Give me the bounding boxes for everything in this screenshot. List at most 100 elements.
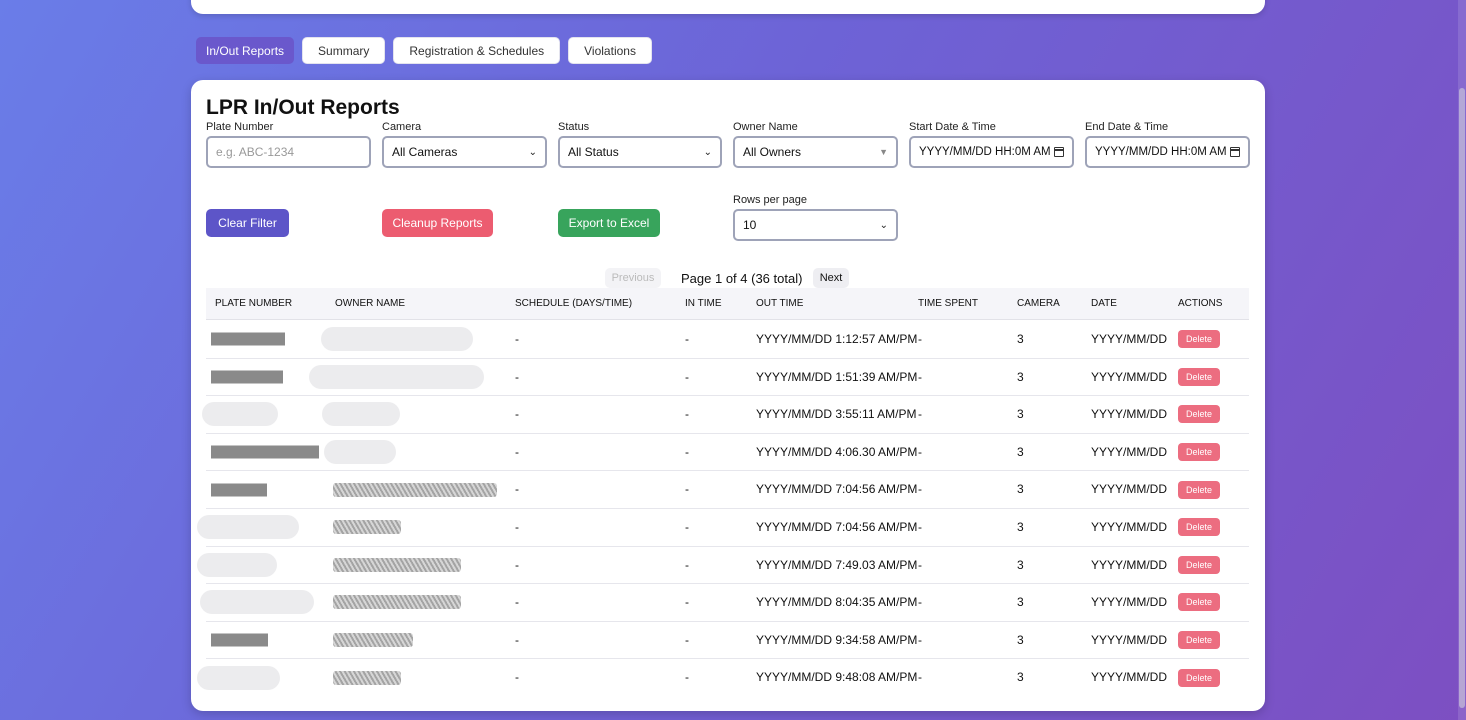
table-row: - - YYYY/MM/DD 7:04:56 AM/PM - 3 YYYY/MM… (197, 509, 1249, 547)
report-tabs: In/Out Reports Summary Registration & Sc… (196, 37, 660, 64)
delete-button[interactable]: Delete (1178, 405, 1220, 424)
cell-out-time: YYYY/MM/DD 7:49.03 AM/PM (756, 557, 918, 572)
table-row: - - YYYY/MM/DD 3:55:11 AM/PM - 3 YYYY/MM… (202, 396, 1249, 434)
delete-button[interactable]: Delete (1178, 518, 1220, 537)
redacted-plate (211, 483, 267, 497)
tab-in-out-reports[interactable]: In/Out Reports (196, 37, 295, 64)
delete-button[interactable]: Delete (1178, 669, 1220, 688)
delete-button[interactable]: Delete (1178, 593, 1220, 612)
cell-in-time: - (685, 632, 689, 647)
redacted-plate (202, 402, 278, 427)
delete-button[interactable]: Delete (1178, 555, 1220, 574)
cell-time-spent: - (918, 482, 922, 497)
cell-in-time: - (685, 557, 689, 572)
tab-summary[interactable]: Summary (302, 37, 386, 64)
delete-button[interactable]: Delete (1178, 330, 1220, 349)
cell-in-time: - (685, 369, 689, 384)
cell-schedule: - (515, 444, 519, 459)
table-header: PLATE NUMBER OWNER NAME SCHEDULE (DAYS/T… (206, 288, 1249, 320)
col-actions: ACTIONS (1178, 298, 1223, 309)
delete-button[interactable]: Delete (1178, 443, 1220, 462)
table-row: - - YYYY/MM/DD 8:04:35 AM/PM - 3 YYYY/MM… (200, 584, 1249, 622)
table-row: - - YYYY/MM/DD 9:48:08 AM/PM - 3 YYYY/MM… (197, 659, 1249, 697)
cell-out-time: YYYY/MM/DD 7:04:56 AM/PM (756, 520, 918, 534)
previous-page-button[interactable]: Previous (605, 268, 661, 288)
col-plate-number[interactable]: PLATE NUMBER (215, 298, 293, 309)
tab-violations[interactable]: Violations (568, 37, 652, 64)
camera-select[interactable]: All Cameras ⌄ (382, 136, 547, 168)
redacted-owner (333, 557, 461, 572)
cell-out-time: YYYY/MM/DD 4:06.30 AM/PM (756, 444, 918, 459)
cell-date: YYYY/MM/DD (1091, 632, 1168, 647)
chevron-down-icon: ⌄ (703, 146, 712, 158)
redacted-owner (324, 440, 396, 465)
cell-out-time: YYYY/MM/DD 1:51:39 AM/PM (756, 369, 918, 384)
delete-button[interactable]: Delete (1178, 480, 1220, 499)
cell-time-spent: - (918, 332, 922, 346)
col-camera[interactable]: CAMERA (1017, 298, 1060, 309)
owner-name-label: Owner Name (733, 121, 798, 133)
rows-per-page-label: Rows per page (733, 194, 807, 206)
export-excel-button[interactable]: Export to Excel (558, 209, 660, 237)
cell-date: YYYY/MM/DD (1091, 670, 1168, 685)
scrollbar-thumb[interactable] (1459, 88, 1465, 708)
cell-out-time: YYYY/MM/DD 1:12:57 AM/PM (756, 332, 918, 346)
cell-time-spent: - (918, 369, 922, 384)
col-schedule[interactable]: SCHEDULE (DAYS/TIME) (515, 298, 633, 309)
cell-date: YYYY/MM/DD (1091, 557, 1168, 572)
cell-schedule: - (515, 369, 519, 384)
rows-per-page-value: 10 (743, 218, 757, 232)
owner-select[interactable]: All Owners ▼ (733, 136, 898, 168)
cell-schedule: - (515, 595, 519, 610)
status-select[interactable]: All Status ⌄ (558, 136, 722, 168)
col-time-spent[interactable]: TIME SPENT (918, 298, 979, 309)
cell-camera: 3 (1017, 444, 1024, 459)
cell-camera: 3 (1017, 595, 1024, 610)
next-page-button[interactable]: Next (813, 268, 849, 288)
col-out-time[interactable]: OUT TIME (756, 298, 804, 309)
cell-date: YYYY/MM/DD (1091, 332, 1168, 346)
cleanup-reports-button[interactable]: Cleanup Reports (382, 209, 493, 237)
status-select-value: All Status (568, 145, 619, 159)
col-in-time[interactable]: IN TIME (685, 298, 722, 309)
cell-in-time: - (685, 407, 689, 422)
start-datetime-input[interactable]: YYYY/MM/DD HH:0M AM (909, 136, 1074, 168)
cell-camera: 3 (1017, 332, 1024, 346)
col-date[interactable]: DATE (1091, 298, 1117, 309)
reports-card: LPR In/Out Reports Plate Number Camera S… (191, 80, 1265, 711)
cell-camera: 3 (1017, 557, 1024, 572)
cell-schedule: - (515, 407, 519, 422)
cell-schedule: - (515, 520, 519, 534)
plate-number-input[interactable]: e.g. ABC-1234 (206, 136, 371, 168)
cell-schedule: - (515, 632, 519, 647)
delete-button[interactable]: Delete (1178, 631, 1220, 650)
cell-camera: 3 (1017, 632, 1024, 647)
tab-registration-schedules[interactable]: Registration & Schedules (393, 37, 561, 64)
cell-time-spent: - (918, 444, 922, 459)
col-owner-name[interactable]: OWNER NAME (335, 298, 405, 309)
table-row: - - YYYY/MM/DD 1:51:39 AM/PM - 3 YYYY/MM… (206, 359, 1249, 397)
camera-label: Camera (382, 121, 422, 133)
calendar-icon[interactable] (1054, 147, 1064, 157)
cell-date: YYYY/MM/DD (1091, 444, 1168, 459)
end-datetime-input[interactable]: YYYY/MM/DD HH:0M AM (1085, 136, 1250, 168)
cell-time-spent: - (918, 407, 922, 422)
redacted-owner (309, 364, 484, 389)
end-date-label: End Date & Time (1085, 121, 1169, 133)
rows-per-page-select[interactable]: 10 ⌄ (733, 209, 898, 241)
cell-camera: 3 (1017, 482, 1024, 497)
cell-out-time: YYYY/MM/DD 3:55:11 AM/PM (756, 407, 917, 422)
page-scrollbar[interactable] (1458, 0, 1466, 720)
table-row: - - YYYY/MM/DD 9:34:58 AM/PM - 3 YYYY/MM… (206, 622, 1249, 660)
owner-select-value: All Owners (743, 145, 802, 159)
cell-schedule: - (515, 670, 519, 685)
cell-out-time: YYYY/MM/DD 8:04:35 AM/PM (756, 595, 918, 610)
start-datetime-value: YYYY/MM/DD HH:0M AM (919, 146, 1051, 158)
calendar-icon[interactable] (1230, 147, 1240, 157)
clear-filter-button[interactable]: Clear Filter (206, 209, 289, 237)
delete-button[interactable]: Delete (1178, 367, 1220, 386)
page-info: Page 1 of 4 (36 total) (681, 271, 803, 286)
cell-in-time: - (685, 670, 689, 685)
cell-camera: 3 (1017, 670, 1024, 685)
cell-in-time: - (685, 482, 689, 497)
